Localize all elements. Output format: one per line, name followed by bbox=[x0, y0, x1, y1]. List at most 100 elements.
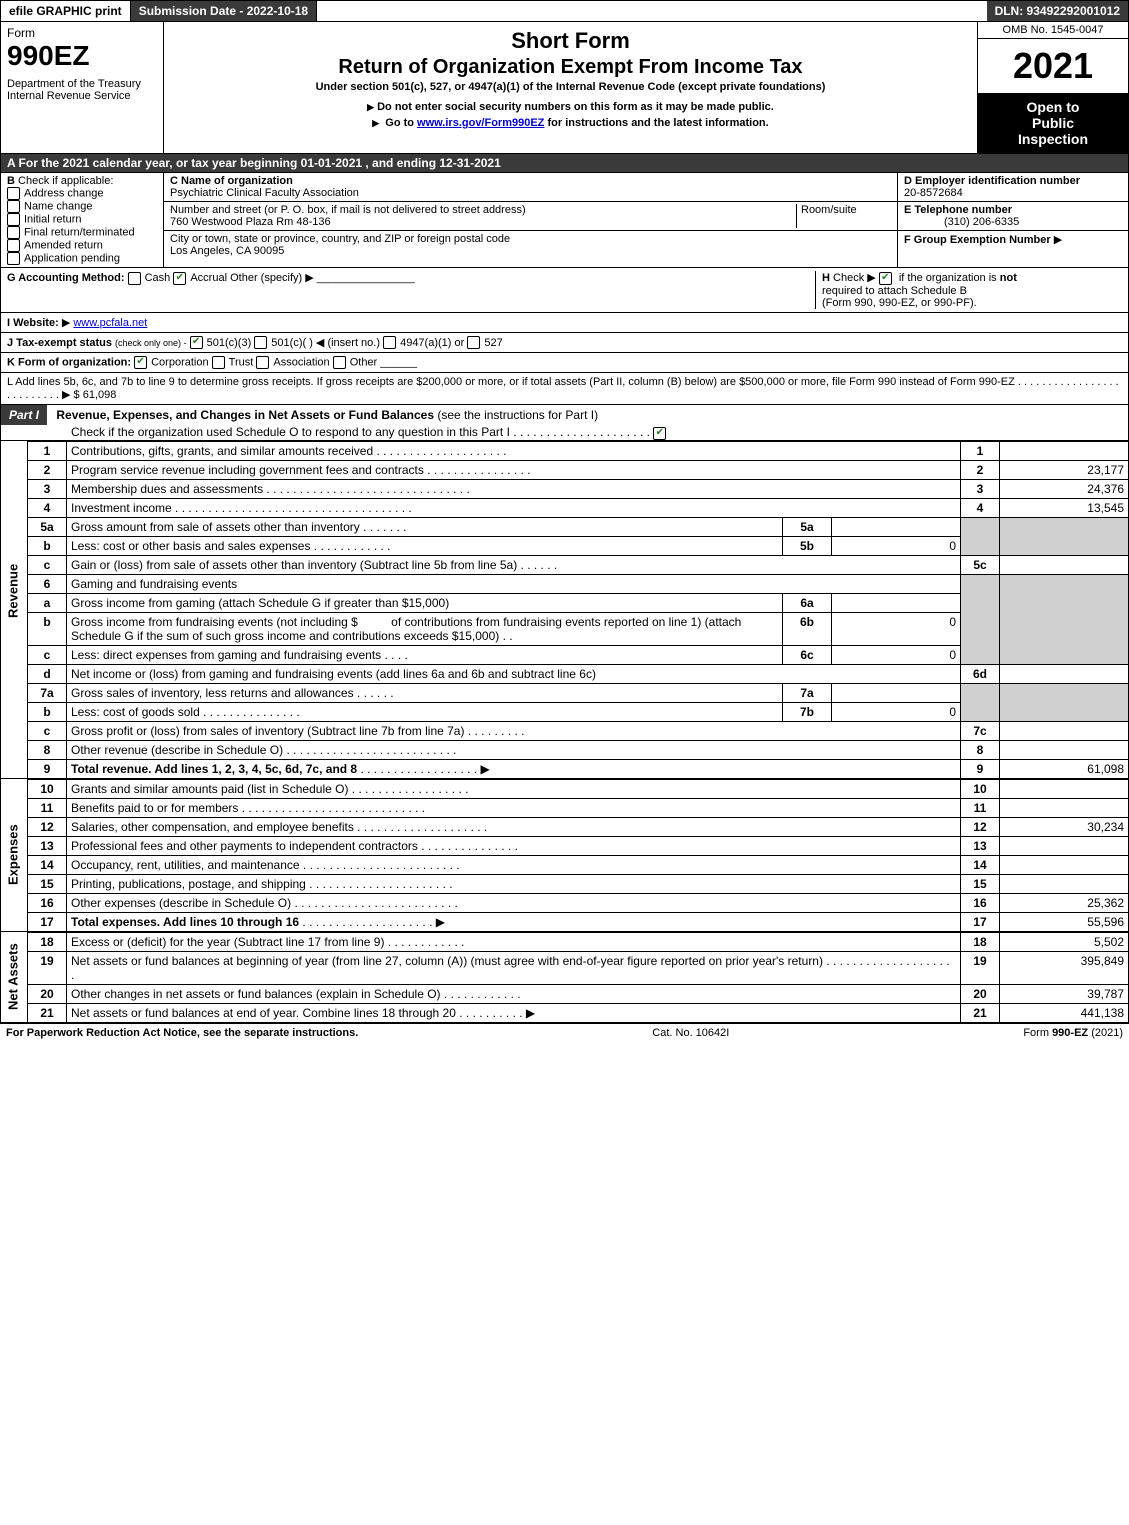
h-text2: if the organization is bbox=[899, 272, 997, 284]
line-14-text: Occupancy, rent, utilities, and maintena… bbox=[71, 858, 300, 872]
submission-date: Submission Date - 2022-10-18 bbox=[131, 1, 317, 21]
footer-center: Cat. No. 10642I bbox=[652, 1027, 729, 1039]
line-5b-num: b bbox=[28, 536, 67, 555]
badge-line-2: Public bbox=[982, 115, 1124, 131]
line-11-ref: 11 bbox=[961, 798, 1000, 817]
dln-label: DLN: 93492292001012 bbox=[987, 1, 1128, 21]
checkbox-final-return[interactable] bbox=[7, 226, 20, 239]
line-6b-subval: 0 bbox=[832, 612, 961, 645]
line-5a-num: 5a bbox=[28, 517, 67, 536]
opt-corp: Corporation bbox=[151, 357, 208, 369]
line-8-ref: 8 bbox=[961, 740, 1000, 759]
checkbox-527[interactable] bbox=[467, 336, 480, 349]
page-footer: For Paperwork Reduction Act Notice, see … bbox=[0, 1023, 1129, 1042]
warn-ssn: Do not enter social security numbers on … bbox=[168, 101, 973, 113]
line-7a-text: Gross sales of inventory, less returns a… bbox=[71, 686, 354, 700]
irs-label: Internal Revenue Service bbox=[7, 90, 157, 102]
line-9-num: 9 bbox=[28, 759, 67, 778]
checkbox-assoc[interactable] bbox=[256, 356, 269, 369]
checkbox-schedule-o[interactable] bbox=[653, 427, 666, 440]
line-14-num: 14 bbox=[28, 855, 67, 874]
line-7b-sub: 7b bbox=[783, 702, 832, 721]
line-17-ref: 17 bbox=[961, 912, 1000, 931]
line-8-text: Other revenue (describe in Schedule O) bbox=[71, 743, 283, 757]
expenses-side-label: Expenses bbox=[1, 779, 28, 931]
checkbox-other-org[interactable] bbox=[333, 356, 346, 369]
line-20-val: 39,787 bbox=[1000, 984, 1129, 1003]
checkbox-initial-return[interactable] bbox=[7, 213, 20, 226]
section-l-text: L Add lines 5b, 6c, and 7b to line 9 to … bbox=[7, 376, 1015, 388]
opt-501c3: 501(c)(3) bbox=[207, 337, 252, 349]
line-7a-subval bbox=[832, 683, 961, 702]
header-right: OMB No. 1545-0047 2021 Open to Public In… bbox=[977, 22, 1128, 153]
line-4-num: 4 bbox=[28, 498, 67, 517]
opt-address-change: Address change bbox=[24, 187, 104, 199]
line-6a-num: a bbox=[28, 593, 67, 612]
line-1-ref: 1 bbox=[961, 441, 1000, 460]
line-6-text: Gaming and fundraising events bbox=[67, 574, 961, 593]
city-label: City or town, state or province, country… bbox=[170, 233, 510, 245]
tax-status-label: J Tax-exempt status bbox=[7, 337, 112, 349]
header-center: Short Form Return of Organization Exempt… bbox=[164, 22, 977, 153]
checkbox-pending[interactable] bbox=[7, 252, 20, 265]
line-12-num: 12 bbox=[28, 817, 67, 836]
form-code: 990EZ bbox=[7, 40, 157, 72]
line-9-val: 61,098 bbox=[1000, 759, 1129, 778]
top-bar: efile GRAPHIC print Submission Date - 20… bbox=[0, 0, 1129, 22]
checkbox-501c[interactable] bbox=[254, 336, 267, 349]
website-link[interactable]: www.pcfala.net bbox=[73, 317, 147, 329]
line-21-val: 441,138 bbox=[1000, 1003, 1129, 1022]
line-5a-subval bbox=[832, 517, 961, 536]
subtitle: Under section 501(c), 527, or 4947(a)(1)… bbox=[168, 81, 973, 93]
check-if-label: Check if applicable: bbox=[18, 175, 113, 187]
line-2-text: Program service revenue including govern… bbox=[71, 463, 424, 477]
org-name-label: C Name of organization bbox=[170, 175, 293, 187]
line-18-num: 18 bbox=[28, 932, 67, 951]
badge-line-3: Inspection bbox=[982, 131, 1124, 147]
checkbox-address-change[interactable] bbox=[7, 187, 20, 200]
irs-link[interactable]: www.irs.gov/Form990EZ bbox=[417, 117, 544, 129]
inspection-badge: Open to Public Inspection bbox=[978, 93, 1128, 153]
line-19-num: 19 bbox=[28, 951, 67, 984]
checkbox-corp[interactable] bbox=[134, 356, 147, 369]
section-a: A For the 2021 calendar year, or tax yea… bbox=[0, 154, 1129, 173]
phone-label: E Telephone number bbox=[904, 204, 1012, 216]
line-6c-num: c bbox=[28, 645, 67, 664]
line-7a-sub: 7a bbox=[783, 683, 832, 702]
line-6a-subval bbox=[832, 593, 961, 612]
line-8-num: 8 bbox=[28, 740, 67, 759]
opt-501c-note: (insert no.) bbox=[327, 337, 380, 349]
line-17-val: 55,596 bbox=[1000, 912, 1129, 931]
section-c: C Name of organization Psychiatric Clini… bbox=[164, 173, 897, 267]
efile-label[interactable]: efile GRAPHIC print bbox=[1, 1, 131, 21]
checkbox-accrual[interactable] bbox=[173, 272, 186, 285]
checkbox-cash[interactable] bbox=[128, 272, 141, 285]
checkbox-amended[interactable] bbox=[7, 239, 20, 252]
line-16-text: Other expenses (describe in Schedule O) bbox=[71, 896, 291, 910]
line-17-num: 17 bbox=[28, 912, 67, 931]
line-14-ref: 14 bbox=[961, 855, 1000, 874]
main-title: Return of Organization Exempt From Incom… bbox=[168, 56, 973, 79]
line-13-ref: 13 bbox=[961, 836, 1000, 855]
checkbox-501c3[interactable] bbox=[190, 336, 203, 349]
line-7a-num: 7a bbox=[28, 683, 67, 702]
line-17-text: Total expenses. Add lines 10 through 16 bbox=[71, 915, 299, 929]
line-7c-num: c bbox=[28, 721, 67, 740]
line-14-val bbox=[1000, 855, 1129, 874]
line-16-ref: 16 bbox=[961, 893, 1000, 912]
h-not: not bbox=[1000, 272, 1017, 284]
warn2-post: for instructions and the latest informat… bbox=[547, 117, 768, 129]
line-9-ref: 9 bbox=[961, 759, 1000, 778]
line-1-val bbox=[1000, 441, 1129, 460]
checkbox-4947[interactable] bbox=[383, 336, 396, 349]
checkbox-trust[interactable] bbox=[212, 356, 225, 369]
room-label: Room/suite bbox=[801, 204, 857, 216]
line-5a-sub: 5a bbox=[783, 517, 832, 536]
opt-cash: Cash bbox=[145, 272, 171, 284]
checkbox-schedule-b[interactable] bbox=[879, 272, 892, 285]
section-b: B Check if applicable: Address change Na… bbox=[1, 173, 164, 267]
checkbox-name-change[interactable] bbox=[7, 200, 20, 213]
website-label: I Website: bbox=[7, 317, 59, 329]
warn2-pre: Go to bbox=[385, 117, 414, 129]
header-left: Form 990EZ Department of the Treasury In… bbox=[1, 22, 164, 153]
